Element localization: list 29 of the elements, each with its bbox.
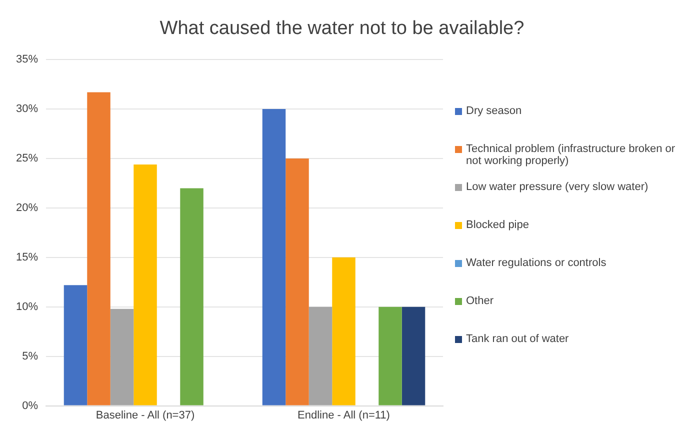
bar bbox=[87, 92, 110, 406]
legend-label: Low water pressure (very slow water) bbox=[466, 181, 648, 193]
chart-title: What caused the water not to be available? bbox=[158, 18, 526, 40]
legend-label: Water regulations or controls bbox=[466, 257, 606, 269]
legend-label: Other bbox=[466, 295, 494, 307]
y-tick-label: 5% bbox=[22, 350, 38, 362]
y-tick-label: 30% bbox=[16, 103, 38, 116]
legend-label: Dry season bbox=[466, 105, 522, 117]
bar bbox=[378, 306, 402, 406]
bar bbox=[332, 257, 356, 406]
x-tick-label: Endline - All (n=11) bbox=[298, 409, 390, 422]
y-tick-label: 20% bbox=[16, 202, 38, 214]
legend-label: Tank ran out of water bbox=[466, 333, 569, 345]
bar bbox=[64, 285, 88, 406]
bar bbox=[180, 188, 204, 406]
bar bbox=[286, 158, 309, 406]
bar bbox=[134, 164, 157, 406]
bar bbox=[110, 308, 134, 406]
y-tick-label: 15% bbox=[16, 251, 38, 264]
legend-label: Technical problem (infrastructure broken or not working properly) bbox=[466, 143, 676, 167]
y-tick-label: 35% bbox=[16, 54, 38, 66]
bar bbox=[262, 109, 286, 406]
bar bbox=[308, 306, 332, 406]
y-tick-label: 10% bbox=[16, 300, 38, 313]
x-tick-label: Baseline - All (n=37) bbox=[96, 409, 195, 422]
y-tick-label: 0% bbox=[22, 400, 38, 412]
legend-label: Blocked pipe bbox=[466, 219, 529, 231]
bar bbox=[402, 306, 426, 406]
y-tick-label: 25% bbox=[16, 152, 38, 165]
